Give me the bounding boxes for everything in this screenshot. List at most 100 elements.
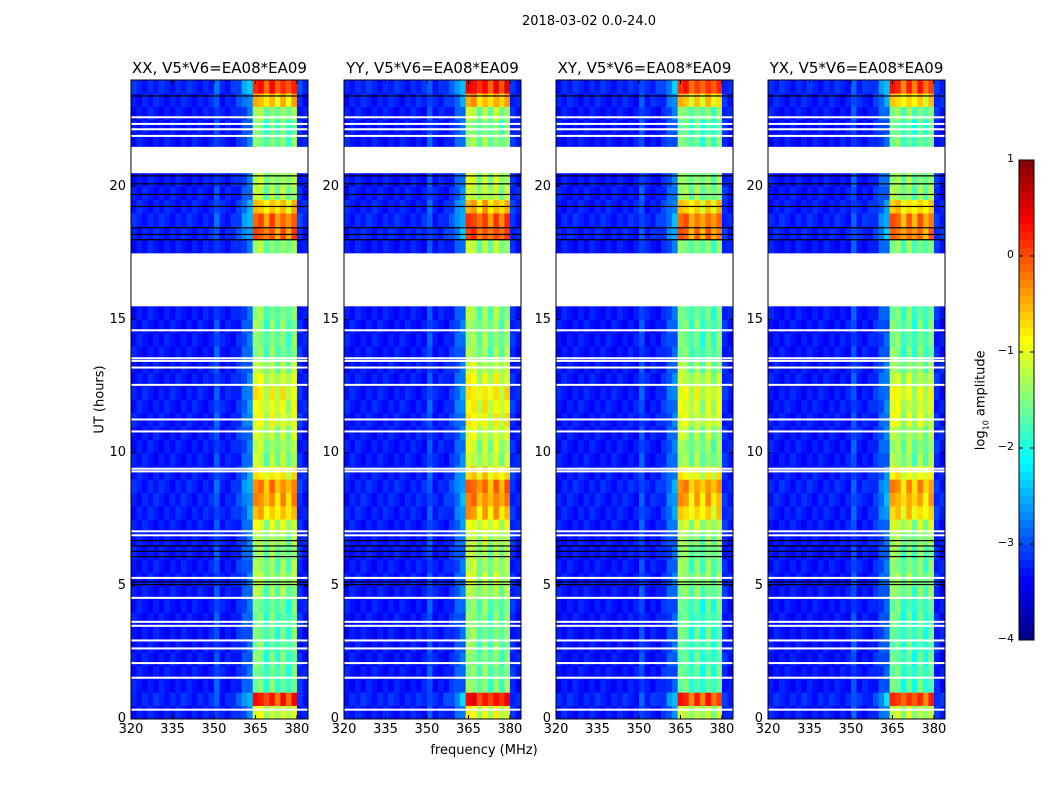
heatmap-cell — [817, 639, 824, 653]
heatmap-cell — [349, 545, 356, 560]
heatmap-cell — [845, 545, 852, 560]
heatmap-cell — [208, 186, 215, 201]
heatmap-cell — [153, 705, 159, 720]
heatmap-cell — [191, 213, 198, 227]
heatmap-cell — [465, 545, 472, 560]
heatmap-cell — [164, 239, 171, 254]
heatmap-cell — [460, 625, 466, 640]
heatmap-cell — [366, 705, 372, 720]
heatmap-cell — [291, 372, 298, 387]
heatmap-cell — [247, 532, 253, 547]
heatmap-cell — [873, 559, 879, 573]
heatmap-cell — [302, 519, 309, 533]
heatmap-cell — [583, 492, 590, 507]
heatmap-cell — [644, 692, 651, 706]
heatmap-cell — [509, 692, 516, 706]
heatmap-cell — [873, 612, 879, 627]
flagged-line — [131, 357, 308, 360]
heatmap-cell — [191, 572, 198, 587]
heatmap-cell — [169, 80, 176, 94]
heatmap-cell — [889, 665, 896, 680]
heatmap-cell — [622, 426, 629, 440]
heatmap-cell — [191, 705, 198, 720]
heatmap-cell — [213, 439, 220, 454]
heatmap-cell — [906, 479, 913, 493]
heatmap-cell — [504, 679, 511, 693]
heatmap-cell — [202, 612, 209, 627]
heatmap-cell — [438, 399, 444, 414]
heatmap-cell — [438, 213, 444, 227]
heatmap-cell — [705, 346, 712, 360]
heatmap-cell — [382, 80, 389, 94]
heatmap-cell — [556, 80, 562, 94]
heatmap-cell — [884, 705, 890, 720]
heatmap-cell — [460, 106, 466, 121]
heatmap-cell — [677, 359, 684, 374]
heatmap-cell — [666, 332, 673, 347]
heatmap-cell — [556, 119, 562, 134]
heatmap-cell — [404, 80, 411, 94]
heatmap-cell — [366, 572, 372, 587]
heatmap-cell — [622, 652, 629, 667]
heatmap-cell — [556, 439, 562, 454]
heatmap-cell — [817, 479, 824, 493]
heatmap-cell — [705, 599, 712, 613]
heatmap-cell — [175, 186, 182, 201]
heatmap-cell — [421, 519, 428, 533]
heatmap-cell — [438, 386, 444, 400]
heatmap-cell — [638, 80, 645, 94]
heatmap-cell — [274, 665, 281, 680]
heatmap-cell — [476, 599, 483, 613]
heatmap-cell — [263, 80, 270, 94]
heatmap-cell — [230, 226, 237, 241]
heatmap-cell — [291, 585, 298, 600]
heatmap-cell — [302, 665, 309, 680]
heatmap-cell — [158, 532, 165, 547]
heatmap-cell — [131, 399, 137, 414]
heatmap-cell — [784, 492, 791, 507]
heatmap-cell — [694, 492, 701, 507]
heatmap-cell — [175, 80, 182, 94]
heatmap-cell — [247, 705, 253, 720]
heatmap-cell — [476, 492, 483, 507]
heatmap-cell — [911, 612, 918, 627]
heatmap-cell — [393, 439, 400, 454]
flagged-line — [131, 530, 308, 533]
heatmap-cell — [247, 399, 253, 414]
heatmap-cell — [291, 80, 298, 94]
heatmap-cell — [377, 399, 384, 414]
heatmap-cell — [202, 372, 209, 387]
heatmap-cell — [622, 226, 629, 241]
heatmap-cell — [672, 306, 678, 320]
heatmap-cell — [939, 612, 946, 627]
heatmap-cell — [382, 665, 389, 680]
heatmap-cell — [779, 665, 785, 680]
heatmap-cell — [366, 599, 372, 613]
heatmap-cell — [878, 599, 885, 613]
heatmap-cell — [410, 545, 417, 560]
heatmap-cell — [258, 532, 265, 547]
heatmap-cell — [208, 545, 215, 560]
heatmap-cell — [344, 386, 350, 400]
heatmap-cell — [213, 226, 220, 241]
heatmap-cell — [906, 466, 913, 480]
heatmap-cell — [371, 652, 378, 667]
heatmap-cell — [727, 479, 734, 493]
heatmap-cell — [142, 625, 148, 640]
heatmap-cell — [710, 346, 717, 360]
heatmap-cell — [716, 639, 723, 653]
heatmap-cell — [164, 226, 171, 241]
heatmap-cell — [443, 80, 450, 94]
heatmap-cell — [344, 133, 350, 147]
heatmap-cell — [779, 692, 785, 706]
heatmap-cell — [616, 692, 623, 706]
heatmap-cell — [572, 106, 579, 121]
heatmap-cell — [169, 506, 176, 520]
heatmap-cell — [694, 80, 701, 94]
heatmap-cell — [208, 359, 215, 374]
heatmap-cell — [583, 372, 590, 387]
heatmap-cell — [136, 332, 143, 347]
heatmap-cell — [884, 679, 890, 693]
heatmap-cell — [136, 665, 143, 680]
heatmap-cell — [594, 239, 601, 254]
